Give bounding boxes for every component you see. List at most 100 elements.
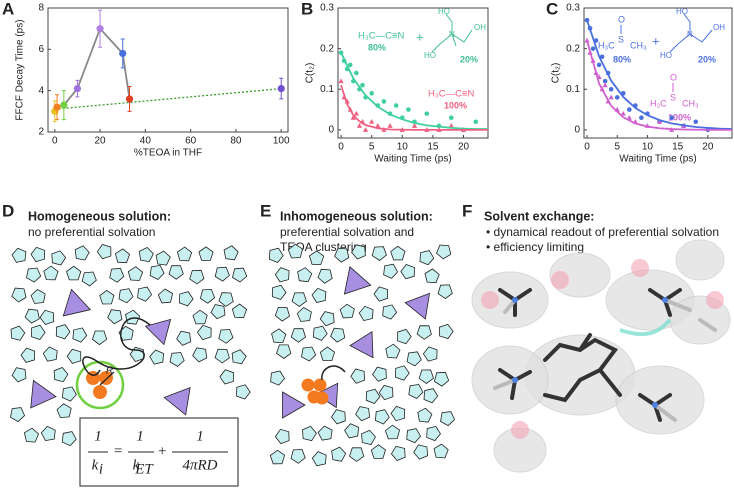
point	[627, 107, 632, 112]
solvent-molecule	[10, 325, 26, 341]
y-tick-label: 0	[328, 125, 334, 136]
x-tick-label: 100	[273, 136, 290, 147]
nitrogen	[652, 402, 658, 408]
equation-part: +	[157, 443, 167, 459]
panel-title: Inhomogeneous solution:	[280, 209, 433, 223]
point	[362, 127, 369, 132]
point	[277, 85, 285, 93]
solvent-molecule	[157, 288, 174, 304]
solvent-molecule	[39, 309, 55, 325]
teoa-molecule	[404, 292, 431, 320]
point	[424, 111, 430, 116]
solvent-molecule	[372, 366, 387, 382]
solvent-molecule	[96, 244, 112, 260]
x-axis-label: Waiting Time (ps)	[374, 154, 451, 165]
solvent-molecule	[276, 344, 292, 359]
fit-line	[586, 19, 733, 130]
solvent-molecule	[406, 351, 422, 367]
solvent-molecule	[440, 411, 456, 427]
solvent-molecule	[192, 347, 208, 363]
solvent-molecule	[382, 304, 398, 320]
panel-e: E Inhomogeneous solution: preferential s…	[260, 201, 433, 254]
solvent-molecule	[424, 268, 440, 284]
chromophore	[301, 378, 315, 392]
point	[356, 123, 363, 128]
diffusion-path	[82, 317, 151, 376]
solvent-molecule	[400, 264, 415, 280]
annotations-c: H₃C S CH₃ O 80% + 20% H₃C S CH₃ O 100% H…	[598, 7, 725, 122]
solvent-field	[10, 244, 251, 447]
solvent-molecule	[231, 349, 247, 365]
teoa-molecule	[349, 330, 374, 359]
chromophore	[93, 385, 107, 399]
solvent-molecule	[355, 406, 371, 422]
solvent-molecule	[296, 307, 312, 322]
atom: HO	[438, 7, 450, 16]
solvent-molecule	[390, 245, 406, 261]
point	[599, 54, 605, 60]
x-tick-label: 40	[140, 136, 152, 147]
equation-part: 4πRD	[182, 457, 217, 473]
oxygen-glow	[631, 259, 649, 277]
solvent-molecule	[426, 425, 441, 442]
solvent-molecule	[11, 367, 27, 383]
solvent-molecule	[413, 444, 429, 460]
solvent-molecule	[397, 328, 412, 345]
equation-part: k	[133, 457, 140, 473]
solvent-molecule	[416, 325, 432, 340]
solvent-molecule	[291, 292, 307, 307]
y-tick-label: 0.1	[320, 84, 334, 95]
point	[354, 70, 359, 76]
solvent-molecule	[268, 247, 284, 263]
point	[602, 78, 608, 84]
solvent-molecule	[197, 324, 212, 341]
panel-letter: D	[2, 201, 14, 220]
atom: HO	[424, 51, 436, 60]
point	[353, 110, 359, 116]
solvent-molecule	[214, 348, 230, 364]
radius-arrow	[99, 371, 115, 386]
solvent-molecule	[40, 425, 56, 442]
panel-subtitle: no preferential solvation	[28, 225, 155, 239]
solvent-molecule	[66, 265, 82, 281]
solvent-molecule	[434, 371, 450, 387]
solvent-molecule	[349, 447, 365, 462]
solvent-molecule	[199, 288, 216, 304]
point	[96, 25, 104, 33]
solvent-molecule	[438, 323, 454, 340]
atom: O	[618, 14, 625, 24]
point	[381, 99, 387, 104]
exchange-arrow	[321, 365, 346, 381]
atom: O	[670, 72, 677, 82]
solvent-molecule	[210, 304, 226, 320]
solvent-molecule	[350, 368, 366, 384]
point	[60, 101, 68, 109]
fit-line	[586, 40, 732, 131]
equation-part: 1	[136, 428, 144, 444]
solvent-molecule	[312, 325, 328, 341]
panel-title: Homogeneous solution:	[28, 209, 171, 223]
solvent-molecule	[302, 425, 317, 442]
percent: 20%	[698, 54, 716, 64]
solvent-molecule	[317, 268, 333, 284]
solvent-molecule	[218, 292, 234, 307]
atom: H₃C	[598, 40, 615, 50]
solvent-molecule	[231, 303, 248, 319]
atom: HO	[676, 7, 688, 16]
solvent-molecule	[138, 247, 154, 263]
solvent-molecule	[331, 409, 346, 425]
atom: N	[687, 30, 693, 39]
fit-line	[340, 52, 488, 130]
chromophore	[315, 391, 329, 405]
panel-title: Solvent exchange:	[484, 209, 594, 223]
solvent-molecule	[155, 250, 171, 266]
y-axis-label: C(t₂)	[551, 63, 562, 84]
solvent-molecule	[189, 269, 205, 285]
solvent-molecule	[270, 370, 285, 386]
solvent-molecule	[351, 244, 366, 260]
teoa-molecule	[62, 288, 92, 317]
bullet: • efficiency limiting	[486, 240, 584, 254]
point	[614, 95, 620, 100]
solvation-shell	[75, 360, 125, 410]
y-axis-label: FFCF Decay Time (ps)	[15, 19, 26, 120]
